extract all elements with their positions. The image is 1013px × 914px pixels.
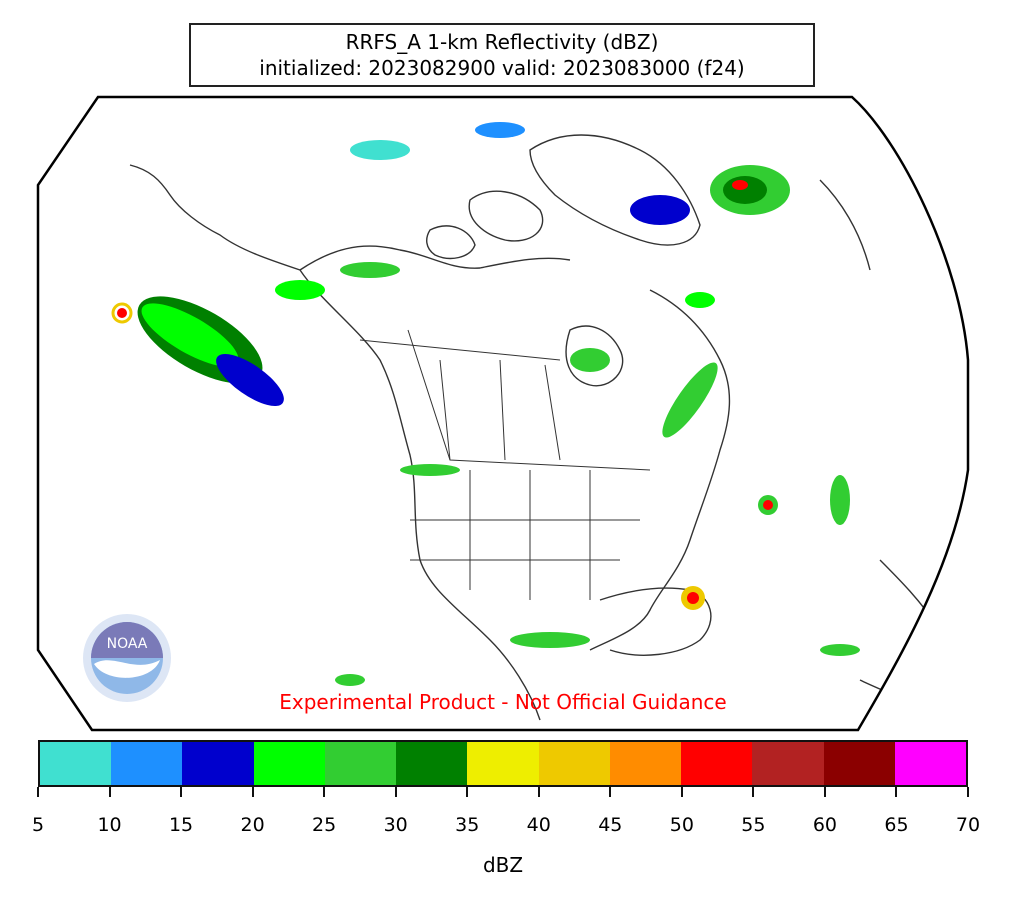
- colorbar-segment: [111, 742, 183, 785]
- colorbar-tick-label: 70: [955, 814, 981, 836]
- colorbar-segment: [681, 742, 753, 785]
- colorbar: [38, 740, 968, 787]
- colorbar-tick: [394, 787, 397, 797]
- title-box: RRFS_A 1-km Reflectivity (dBZ) initializ…: [189, 23, 815, 87]
- title-line1: RRFS_A 1-km Reflectivity (dBZ): [345, 30, 659, 54]
- colorbar-tick-label: 50: [669, 814, 694, 836]
- colorbar-tick-label: 10: [97, 814, 122, 836]
- colorbar-tick-label: 5: [31, 814, 45, 836]
- colorbar-tick-label: 60: [812, 814, 838, 836]
- colorbar-tick-label: 15: [168, 814, 194, 836]
- colorbar-tick-label: 40: [526, 814, 551, 836]
- colorbar-ticks: 5 10 15 20 25 30 35 40 45 50 55 60 65 70: [32, 787, 980, 837]
- colorbar-tick-label: 45: [598, 814, 623, 836]
- colorbar-tick: [108, 787, 111, 797]
- colorbar-tick: [37, 787, 39, 797]
- colorbar-tick: [895, 787, 898, 797]
- colorbar-tick: [537, 787, 540, 797]
- colorbar-segment: [324, 742, 397, 785]
- colorbar-tick: [466, 787, 469, 797]
- colorbar-tick-label: 30: [383, 814, 408, 836]
- noaa-logo: NOAA: [83, 614, 171, 702]
- colorbar-tick: [823, 787, 826, 797]
- disclaimer: Experimental Product - Not Official Guid…: [279, 690, 727, 714]
- colorbar-tick-label: 20: [240, 814, 265, 836]
- colorbar-segment: [823, 742, 895, 785]
- colorbar-segment: [182, 742, 254, 785]
- colorbar-tick: [251, 787, 254, 797]
- colorbar-segment: [609, 742, 682, 785]
- title-line2: initialized: 2023082900 valid: 202308300…: [259, 56, 745, 80]
- reflectivity-echoes: [111, 122, 860, 686]
- colorbar-tick: [609, 787, 612, 797]
- political-borders: [359, 329, 651, 600]
- colorbar-tick: [180, 787, 183, 797]
- colorbar-tick: [680, 787, 683, 797]
- colorbar-tick-label: 65: [884, 814, 909, 836]
- map-frame: [36, 95, 970, 732]
- colorbar-segment: [894, 742, 967, 785]
- colorbar-tick-label: 55: [741, 814, 766, 836]
- colorbar-segment: [467, 742, 539, 785]
- colorbar-segment: [396, 742, 468, 785]
- colorbar-tick-label: 25: [312, 814, 337, 836]
- colorbar-segment: [752, 742, 824, 785]
- colorbar-segment: [40, 742, 112, 785]
- colorbar-tick-label: 35: [455, 814, 480, 836]
- colorbar-tick: [752, 787, 755, 797]
- colorbar-tick: [967, 787, 969, 797]
- colorbar-segment: [538, 742, 610, 785]
- colorbar-label: dBZ: [482, 853, 524, 877]
- colorbar-tick: [323, 787, 326, 797]
- logo-text: NOAA: [107, 636, 148, 652]
- colorbar-segment: [253, 742, 325, 785]
